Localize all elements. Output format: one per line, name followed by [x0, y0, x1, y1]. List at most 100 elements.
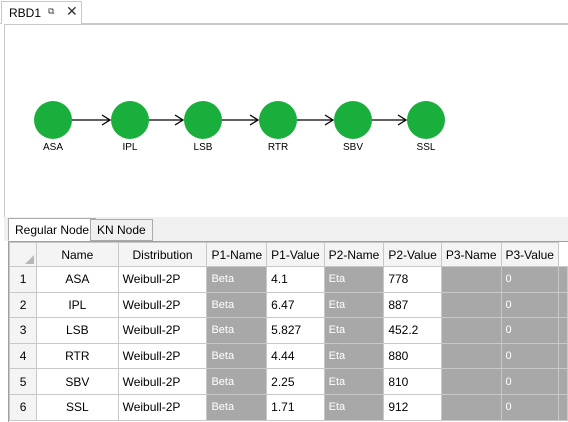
- document-tab-rbd1[interactable]: RBD1 ⧉ ✕: [1, 1, 82, 24]
- cell-p1-name[interactable]: Beta: [206, 368, 268, 395]
- row-number[interactable]: 5: [9, 368, 38, 395]
- column-header-p1-value[interactable]: P1-Value: [266, 242, 325, 267]
- diagram-node-ipl[interactable]: [111, 101, 149, 139]
- diagram-node-rtr[interactable]: [259, 101, 297, 139]
- close-icon[interactable]: ✕: [66, 3, 78, 19]
- rbd-diagram-canvas[interactable]: ASA IPL LSB RTR SBV SSL: [4, 24, 568, 218]
- tab-regular-node[interactable]: Regular Node: [8, 218, 97, 241]
- cell-p1-value[interactable]: 2.25: [266, 368, 325, 395]
- cell-distribution[interactable]: Weibull-2P: [117, 368, 208, 395]
- cell-name[interactable]: RTR: [36, 342, 119, 370]
- cell-p3-value[interactable]: 0: [500, 266, 559, 293]
- cell-name[interactable]: ASA: [36, 266, 119, 293]
- cell-name[interactable]: SSL: [36, 393, 119, 421]
- diagram-node-label: SBV: [343, 142, 363, 153]
- cell-p1-value[interactable]: 4.1: [266, 266, 325, 293]
- cell-p3-name[interactable]: [440, 266, 502, 293]
- cell-name[interactable]: LSB: [36, 317, 119, 344]
- cell-p1-name[interactable]: Beta: [206, 266, 268, 293]
- arrow-head: [249, 114, 260, 126]
- cell-p2-name[interactable]: Eta: [323, 342, 385, 370]
- cell-p1-value[interactable]: 5.827: [266, 317, 325, 344]
- cell-distribution[interactable]: Weibull-2P: [117, 317, 208, 344]
- table-row[interactable]: 2 IPL Weibull-2P Beta 6.47 Eta 887 0: [9, 291, 568, 319]
- cell-p1-name[interactable]: Beta: [206, 291, 268, 319]
- document-tab-label: RBD1: [9, 6, 42, 20]
- cell-p1-value[interactable]: 4.44: [266, 342, 325, 370]
- cell-p2-value[interactable]: 452.2: [383, 317, 442, 344]
- cell-p3-name[interactable]: [440, 393, 502, 421]
- cell-p2-name[interactable]: Eta: [323, 393, 385, 421]
- cell-p3-name[interactable]: [440, 317, 502, 344]
- cell-name[interactable]: IPL: [36, 291, 119, 319]
- arrow-head: [174, 114, 185, 126]
- select-all-corner[interactable]: [9, 242, 38, 267]
- column-header-p2-name[interactable]: P2-Name: [323, 242, 385, 267]
- row-number[interactable]: 4: [9, 342, 38, 370]
- tab-kn-node[interactable]: KN Node: [90, 219, 153, 241]
- column-header-distribution[interactable]: Distribution: [117, 242, 208, 267]
- cell-overflow: [558, 317, 568, 344]
- cell-p2-value[interactable]: 778: [383, 266, 442, 293]
- float-window-icon[interactable]: ⧉: [48, 6, 55, 16]
- column-header-p3-name[interactable]: P3-Name: [440, 242, 502, 267]
- diagram-node-lsb[interactable]: [184, 101, 222, 139]
- arrow-head: [397, 114, 408, 126]
- cell-p2-value[interactable]: 887: [383, 291, 442, 319]
- row-number[interactable]: 6: [9, 393, 38, 421]
- cell-p3-value[interactable]: 0: [500, 291, 559, 319]
- cell-p3-name[interactable]: [440, 342, 502, 370]
- cell-p3-value[interactable]: 0: [500, 317, 559, 344]
- cell-overflow: [558, 368, 568, 395]
- cell-p3-value[interactable]: 0: [500, 393, 559, 421]
- table-row[interactable]: 6 SSL Weibull-2P Beta 1.71 Eta 912 0: [9, 393, 568, 421]
- table-row[interactable]: 1 ASA Weibull-2P Beta 4.1 Eta 778 0: [9, 266, 568, 293]
- node-table: Name Distribution P1-Name P1-Value P2-Na…: [9, 242, 568, 421]
- cell-p2-name[interactable]: Eta: [323, 291, 385, 319]
- cell-p2-value[interactable]: 810: [383, 368, 442, 395]
- cell-p1-value[interactable]: 6.47: [266, 291, 325, 319]
- diagram-node-label: SSL: [417, 142, 436, 153]
- cell-p3-name[interactable]: [440, 291, 502, 319]
- cell-p1-name[interactable]: Beta: [206, 342, 268, 370]
- column-header-p1-name[interactable]: P1-Name: [206, 242, 268, 267]
- cell-name[interactable]: SBV: [36, 368, 119, 395]
- table-row[interactable]: 5 SBV Weibull-2P Beta 2.25 Eta 810 0: [9, 368, 568, 395]
- arrow-head: [101, 114, 112, 126]
- cell-p2-name[interactable]: Eta: [323, 317, 385, 344]
- column-header-name[interactable]: Name: [36, 242, 119, 267]
- cell-distribution[interactable]: Weibull-2P: [117, 291, 208, 319]
- column-header-p3-value[interactable]: P3-Value: [500, 242, 559, 267]
- cell-distribution[interactable]: Weibull-2P: [117, 342, 208, 370]
- row-number[interactable]: 1: [9, 266, 38, 293]
- header-row: Name Distribution P1-Name P1-Value P2-Na…: [9, 242, 568, 267]
- cell-p3-name[interactable]: [440, 368, 502, 395]
- cell-distribution[interactable]: Weibull-2P: [117, 266, 208, 293]
- cell-overflow: [558, 342, 568, 370]
- cell-p2-name[interactable]: Eta: [323, 368, 385, 395]
- node-grid[interactable]: Name Distribution P1-Name P1-Value P2-Na…: [8, 241, 568, 422]
- diagram-node-asa[interactable]: [34, 101, 72, 139]
- cell-p3-value[interactable]: 0: [500, 342, 559, 370]
- cell-p1-name[interactable]: Beta: [206, 393, 268, 421]
- diagram-node-sbv[interactable]: [334, 101, 372, 139]
- document-tab-strip: RBD1 ⧉ ✕: [0, 0, 568, 24]
- cell-p1-name[interactable]: Beta: [206, 317, 268, 344]
- cell-overflow: [558, 393, 568, 421]
- row-number[interactable]: 3: [9, 317, 38, 344]
- column-header-p2-value[interactable]: P2-Value: [383, 242, 442, 267]
- cell-p1-value[interactable]: 1.71: [266, 393, 325, 421]
- cell-p2-value[interactable]: 880: [383, 342, 442, 370]
- diagram-node-ssl[interactable]: [407, 101, 445, 139]
- cell-overflow: [558, 291, 568, 319]
- cell-p2-value[interactable]: 912: [383, 393, 442, 421]
- rbd-diagram: ASA IPL LSB RTR SBV SSL: [34, 101, 445, 153]
- row-number[interactable]: 2: [9, 291, 38, 319]
- cell-p3-value[interactable]: 0: [500, 368, 559, 395]
- cell-distribution[interactable]: Weibull-2P: [117, 393, 208, 421]
- diagram-node-label: IPL: [122, 142, 137, 153]
- table-row[interactable]: 3 LSB Weibull-2P Beta 5.827 Eta 452.2 0: [9, 317, 568, 344]
- cell-p2-name[interactable]: Eta: [323, 266, 385, 293]
- table-row[interactable]: 4 RTR Weibull-2P Beta 4.44 Eta 880 0: [9, 342, 568, 370]
- node-tabs: Regular Node KN Node: [4, 218, 568, 241]
